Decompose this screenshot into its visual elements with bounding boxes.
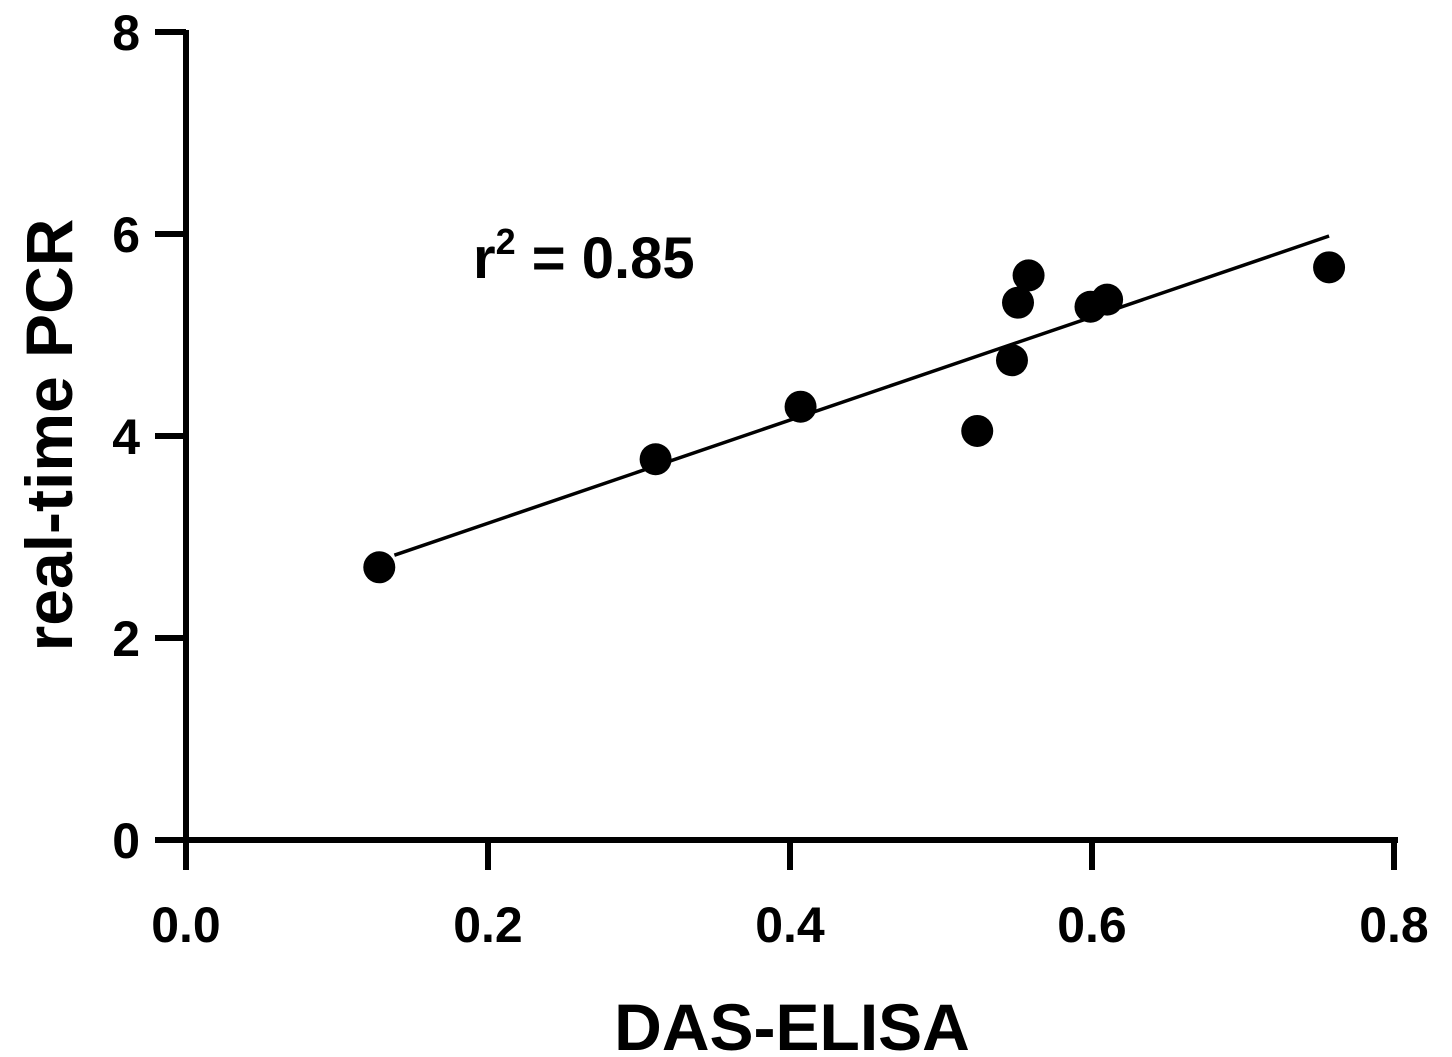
trendline-group: [393, 234, 1330, 557]
x-tick-label-1: 0.2: [453, 897, 523, 953]
y-tick-label-4: 8: [112, 5, 140, 61]
regression-line: [393, 234, 1330, 557]
ticks: 0.0 0.2 0.4 0.6 0.8 0 2 4 6 8: [112, 5, 1429, 953]
x-tick-label-0: 0.0: [151, 897, 221, 953]
data-points: [363, 251, 1346, 584]
data-point-3: [961, 414, 994, 447]
r-squared-annotation: r2 = 0.85: [473, 221, 695, 291]
x-axis-title: DAS-ELISA: [614, 990, 970, 1057]
data-point-5: [1002, 286, 1035, 319]
data-point-4: [995, 344, 1028, 377]
axes: [183, 30, 1398, 843]
x-tick-label-3: 0.6: [1057, 897, 1127, 953]
y-tick-label-0: 0: [112, 813, 140, 869]
y-tick-label-2: 4: [112, 409, 140, 465]
y-axis-title: real-time PCR: [12, 219, 86, 652]
data-point-2: [784, 390, 817, 423]
data-point-0: [363, 551, 396, 584]
y-tick-label-3: 6: [112, 207, 140, 263]
data-point-8: [1091, 283, 1124, 316]
data-point-1: [639, 443, 672, 476]
data-point-9: [1313, 251, 1346, 284]
data-point-6: [1012, 259, 1045, 292]
x-tick-label-4: 0.8: [1359, 897, 1429, 953]
y-tick-label-1: 2: [112, 611, 140, 667]
x-tick-label-2: 0.4: [755, 897, 825, 953]
